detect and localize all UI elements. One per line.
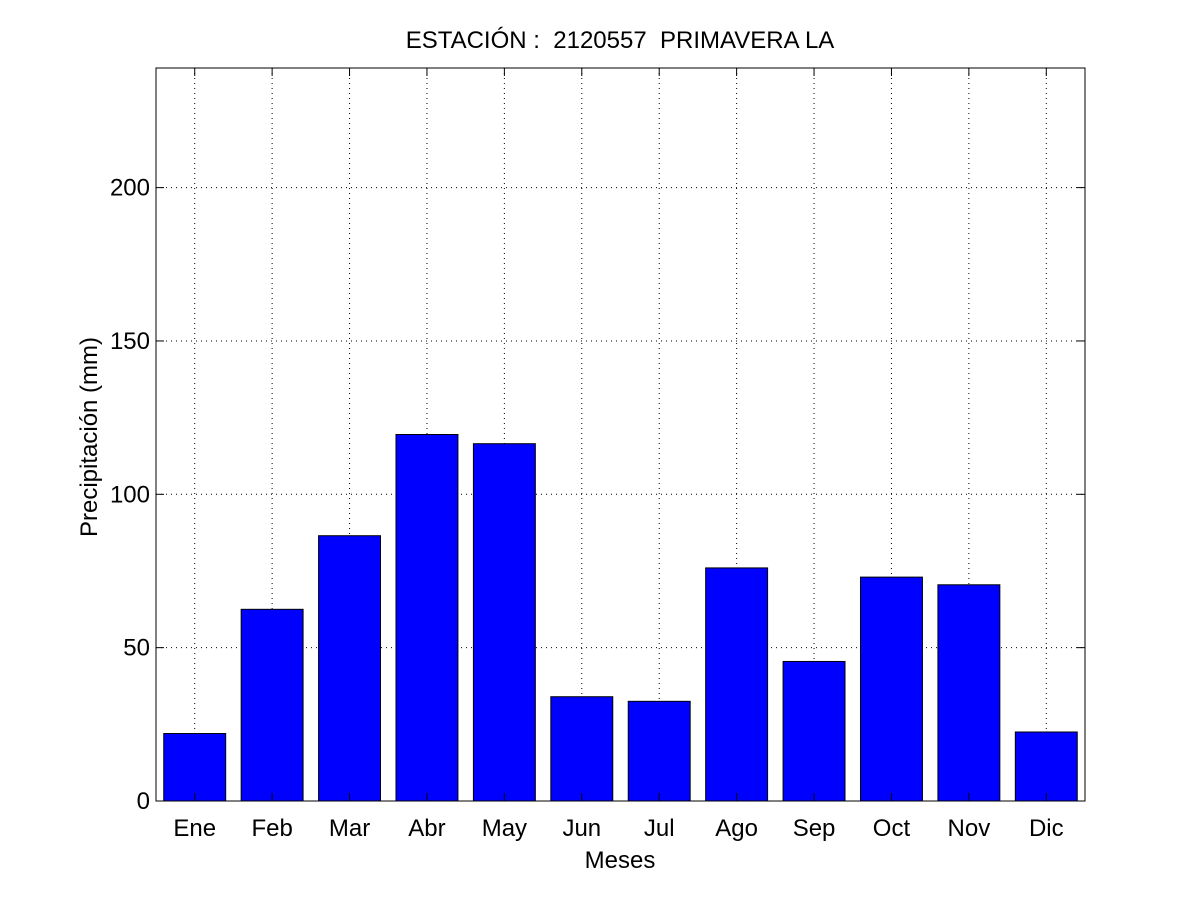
x-tick-label: Feb [251, 815, 292, 842]
bar-dic [1014, 731, 1078, 802]
x-tick-label: Ago [715, 815, 758, 842]
bar-feb [240, 608, 304, 802]
bar-ene [163, 733, 227, 802]
bar-jun [550, 696, 614, 802]
y-tick-label: 100 [110, 481, 150, 508]
x-tick-label: Ene [173, 815, 216, 842]
bar-abr [395, 434, 459, 802]
x-tick-label: May [482, 815, 527, 842]
y-tick-label: 0 [137, 788, 150, 815]
bar-jul [627, 700, 691, 802]
chart-title: ESTACIÓN : 2120557 PRIMAVERA LA [406, 27, 835, 54]
bars [163, 434, 1078, 802]
x-tick-label: Mar [329, 815, 370, 842]
bar-mar [318, 535, 382, 802]
x-tick-label: Dic [1029, 815, 1064, 842]
x-tick-label: Nov [948, 815, 991, 842]
x-tick-label: Oct [873, 815, 911, 842]
axis-ticks [156, 68, 1085, 802]
x-tick-labels: Ene Feb Mar Abr May Jun Jul Ago Sep Oct Nov Dic [173, 815, 1063, 842]
y-tick-label: 150 [110, 328, 150, 355]
x-axis-label: Meses [585, 847, 656, 874]
x-tick-label: Jun [562, 815, 601, 842]
y-axis-label: Precipitación (mm) [76, 337, 103, 537]
y-tick-labels: 0 50 100 150 200 [110, 175, 150, 815]
bar-nov [937, 584, 1001, 802]
x-tick-label: Jul [644, 815, 675, 842]
plot-area-frame [155, 67, 1086, 802]
y-tick-label: 200 [110, 175, 150, 202]
x-tick-label: Abr [408, 815, 445, 842]
bar-oct [859, 576, 923, 802]
x-tick-label: Sep [793, 815, 836, 842]
y-tick-label: 50 [123, 635, 150, 662]
bar-sep [782, 660, 846, 802]
bar-may [472, 443, 536, 802]
bar-ago [705, 567, 769, 802]
